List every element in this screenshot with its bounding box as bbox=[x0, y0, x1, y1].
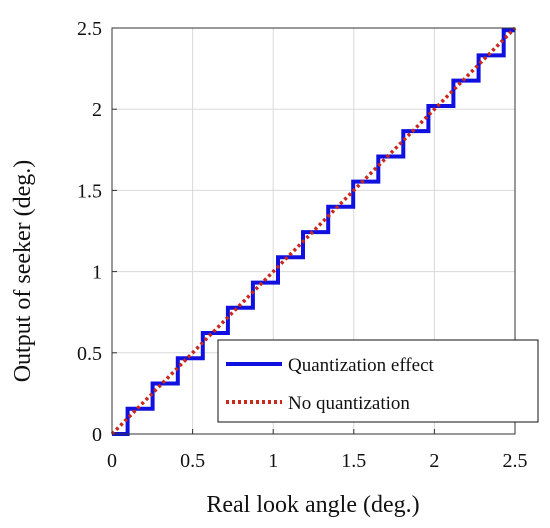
x-tick-label: 0.5 bbox=[180, 450, 205, 472]
y-tick-label: 2 bbox=[92, 99, 102, 121]
plot-frame bbox=[111, 27, 516, 435]
x-tick-label: 0 bbox=[107, 450, 117, 472]
x-tick-label: 1 bbox=[268, 450, 278, 472]
x-tick-label: 2.5 bbox=[503, 450, 528, 472]
y-tick-label: 0 bbox=[92, 424, 102, 446]
y-axis-label: Output of seeker (deg.) bbox=[10, 160, 36, 383]
x-tick-label: 2 bbox=[429, 450, 439, 472]
series-line-quantization-effect bbox=[112, 28, 515, 436]
x-tick-label: 1.5 bbox=[341, 450, 366, 472]
y-tick-label: 1 bbox=[92, 262, 102, 284]
legend-label-no-quantization: No quantization bbox=[288, 393, 410, 414]
legend: Quantization effect No quantization bbox=[217, 339, 539, 423]
series-line-no-quantization bbox=[110, 26, 517, 436]
y-tick-label: 2.5 bbox=[77, 18, 102, 40]
legend-box bbox=[217, 339, 539, 423]
y-tick-label: 0.5 bbox=[77, 343, 102, 365]
x-axis-label: Real look angle (deg.) bbox=[206, 492, 419, 518]
ticks-layer: 0 0.5 1 1.5 2 2.5 0 0.5 1 1.5 2 2.5 bbox=[77, 18, 528, 472]
series-layer bbox=[110, 26, 517, 436]
legend-label-quantization-effect: Quantization effect bbox=[288, 355, 434, 376]
y-tick-label: 1.5 bbox=[77, 180, 102, 202]
